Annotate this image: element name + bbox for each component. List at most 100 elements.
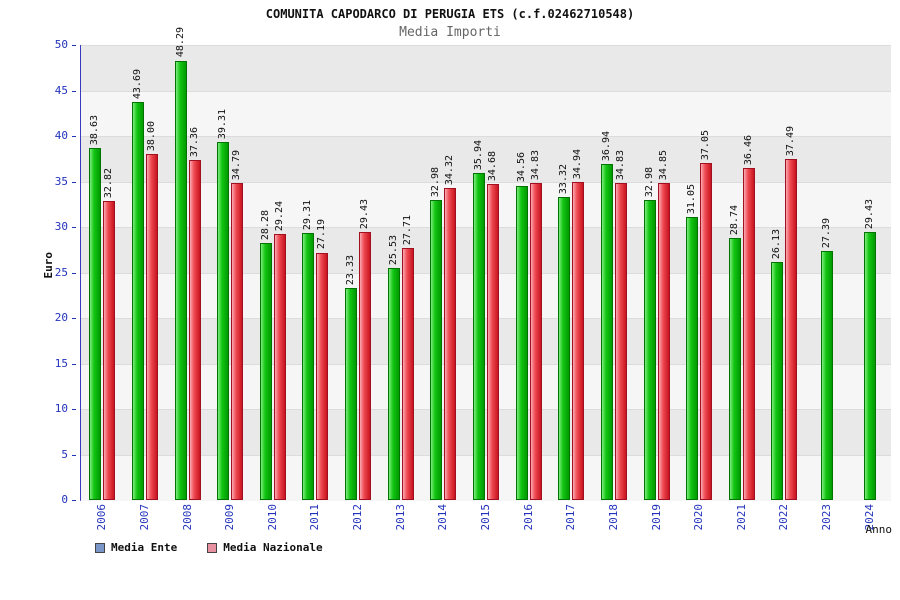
bar-value-label: 36.46 [742, 135, 754, 166]
bar-media-ente-wrap: 29.43 [863, 199, 876, 500]
bar-media-ente [302, 233, 315, 500]
bar-media-ente-wrap: 33.32 [558, 164, 571, 500]
bar-value-label: 29.43 [359, 199, 371, 230]
bar-media-nazionale [188, 160, 201, 500]
y-tick-label: 40 [54, 129, 68, 142]
y-tick-label: 20 [54, 311, 68, 324]
bar-media-ente-wrap: 48.29 [174, 27, 187, 500]
bar-group: 31.05 37.05 2020 [678, 45, 721, 531]
plot-band [81, 227, 891, 274]
x-tick-label: 2023 [820, 504, 834, 531]
bar-pair: 34.56 34.83 [507, 45, 550, 500]
bar-value-label: 32.98 [643, 166, 655, 197]
bar-media-nazionale [614, 183, 627, 500]
y-tick-mark [72, 227, 76, 228]
bar-value-label: 29.43 [863, 199, 875, 230]
bar-media-nazionale [316, 252, 329, 500]
bar-value-label: 48.29 [174, 27, 186, 58]
x-tick-label: 2021 [734, 504, 748, 531]
bar-value-label: 25.53 [387, 234, 399, 265]
bar-media-nazionale-wrap: 27.71 [401, 215, 414, 500]
x-axis-label: Anno [865, 523, 893, 536]
media-ente-swatch-icon [95, 542, 105, 553]
bar-value-label: 28.28 [259, 209, 271, 240]
bar-media-nazionale-wrap: 37.05 [700, 130, 713, 500]
x-tick-label: 2013 [393, 504, 407, 531]
bar-media-ente [472, 172, 485, 500]
bar-pair: 38.63 32.82 [81, 45, 124, 500]
bar-value-label: 33.32 [558, 163, 570, 194]
bar-pair: 26.13 37.49 [763, 45, 806, 500]
plot-band [81, 363, 891, 410]
bar-media-ente [430, 199, 443, 500]
bar-pair: 35.94 34.68 [465, 45, 508, 500]
bar-media-ente-wrap: 36.94 [600, 131, 613, 500]
media-nazionale-swatch-icon [207, 542, 218, 553]
bar-value-label: 36.94 [600, 130, 612, 161]
bar-media-nazionale [273, 233, 286, 500]
bar-media-ente-wrap: 34.56 [515, 152, 528, 500]
bar-group: 32.98 34.85 2019 [635, 45, 678, 531]
bar-media-nazionale-wrap: 27.19 [316, 219, 329, 500]
bar-media-nazionale [401, 247, 414, 500]
y-tick-label: 35 [54, 174, 68, 188]
x-tick-label: 2009 [223, 504, 237, 531]
bar-media-nazionale-wrap: 34.83 [529, 150, 542, 500]
bar-group: 34.56 34.83 2016 [507, 45, 550, 531]
y-tick-label: 0 [61, 493, 68, 506]
bar-group: 32.98 34.32 2014 [422, 45, 465, 531]
bar-media-ente-wrap: 29.31 [302, 200, 315, 500]
bar-media-nazionale-wrap: 36.46 [742, 135, 755, 500]
bar-media-nazionale [145, 154, 158, 500]
bar-pair: 33.32 34.94 [550, 45, 593, 500]
y-axis-ticks: 0 5 10 15 20 25 30 35 40 45 50 [0, 38, 76, 506]
x-tick-label: 2008 [180, 504, 194, 531]
bar-media-ente-wrap: 43.69 [131, 69, 144, 500]
bar-media-ente-wrap: 28.28 [259, 210, 272, 500]
bar-media-ente [863, 232, 876, 500]
bar-media-ente [728, 238, 741, 500]
chart-title: COMUNITA CAPODARCO DI PERUGIA ETS (c.f.0… [265, 7, 635, 21]
y-tick-label: 25 [54, 265, 68, 279]
bar-media-nazionale [529, 183, 542, 500]
bar-group: 23.33 29.43 2012 [337, 45, 380, 531]
bar-media-ente [131, 102, 144, 500]
bar-media-ente [515, 185, 528, 500]
y-tick-mark [72, 363, 76, 365]
y-tick-label: 10 [54, 402, 68, 415]
y-tick-mark [72, 90, 76, 92]
bar-pair: 28.74 36.46 [720, 45, 763, 500]
bar-value-label: 32.82 [103, 168, 115, 199]
bar-media-ente [643, 199, 656, 500]
y-tick-mark [72, 318, 76, 319]
bar-value-label: 32.98 [430, 166, 442, 197]
plot-band [81, 272, 891, 319]
bar-value-label: 37.36 [188, 126, 200, 158]
bar-media-ente [345, 287, 358, 500]
bar-media-ente [821, 250, 834, 500]
x-tick-label: 2018 [606, 504, 620, 531]
bar-media-ente [387, 267, 400, 500]
bar-value-label: 27.19 [316, 219, 328, 250]
plot-area: 38.63 32.82 2006 43.69 38.00 2007 48.29 37.36 20… [80, 27, 891, 531]
bar-group: 26.13 37.49 2022 [763, 45, 806, 531]
bar-media-ente-wrap: 23.33 [345, 255, 358, 500]
bar-media-nazionale [785, 158, 798, 500]
y-tick-mark [72, 409, 76, 410]
plot-band [81, 45, 891, 92]
bar-value-label: 31.05 [686, 184, 698, 215]
bar-value-label: 37.49 [785, 125, 797, 156]
bar-media-ente-wrap: 35.94 [472, 140, 485, 500]
bar-group: 25.53 27.71 2013 [379, 45, 422, 531]
bar-value-label: 37.05 [700, 129, 712, 160]
bar-media-ente-wrap: 38.63 [89, 115, 102, 500]
bar-group: 48.29 37.36 2008 [166, 27, 209, 531]
bar-media-nazionale [657, 182, 670, 500]
bar-media-ente-wrap: 39.31 [217, 109, 230, 500]
bar-pair: 32.98 34.85 [635, 45, 678, 500]
bar-group: 29.31 27.19 2011 [294, 45, 337, 531]
bar-media-nazionale [103, 201, 116, 500]
plot-band [81, 181, 891, 228]
bar-value-label: 34.85 [657, 149, 669, 180]
bar-value-label: 34.83 [614, 149, 626, 181]
